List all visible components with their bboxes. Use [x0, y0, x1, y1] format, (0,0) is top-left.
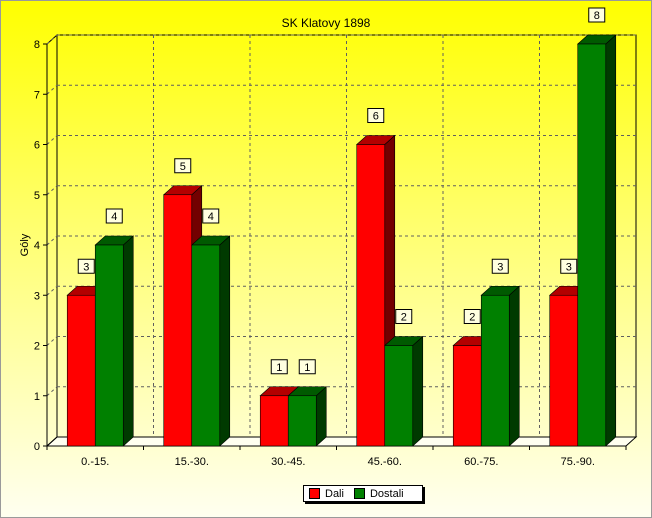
legend-swatch-dali [309, 488, 320, 499]
y-tick-label: 3 [34, 290, 40, 302]
gridline-side [46, 84, 58, 95]
bar-dali-60-75-label-box [463, 309, 481, 324]
legend-item-dali: Dali [309, 488, 344, 500]
legend: Dali Dostali [303, 485, 423, 502]
bar-dali-45-60-data-label: 6 [373, 111, 379, 123]
bar-dali-0-15-label-box [77, 258, 95, 274]
gridline-side [46, 185, 58, 196]
y-tick-label: 7 [34, 89, 40, 101]
gridline-side [46, 386, 58, 397]
bar-dostali-15-30-label-box [202, 208, 220, 224]
bar-dostali-60-75-label-box [491, 258, 509, 274]
legend-swatch-dostali [353, 488, 365, 499]
bar-dostali-45-60-side [412, 335, 424, 447]
bar-dali-60-75-data-label: 2 [469, 312, 475, 324]
gridline-side [46, 285, 58, 296]
bar-dostali-45-60-label-box [395, 309, 413, 324]
bar-dostali-15-30-data-label: 4 [208, 211, 214, 223]
plot-area: 0 1 2 3 4 5 6 7 8 0.-15. 15.-30. 30.-45. 45.-60. 60.-… [34, 7, 638, 468]
bar-dali-15-30-label-box [174, 158, 192, 174]
y-tick-label: 5 [34, 190, 40, 202]
bar-dali-30-45-label-box [270, 359, 288, 375]
bar-dostali-60-75-side [508, 285, 520, 447]
bar-dali-75-90 [549, 294, 579, 447]
gridline-side [46, 135, 58, 145]
bar-dostali-75-90-side [605, 34, 617, 447]
bar-dostali-75-90 [577, 43, 607, 447]
bar-dali-45-60-label-box [367, 108, 385, 123]
bar-dali-0-15-data-label: 3 [83, 261, 89, 273]
bar-dostali-75-90-data-label: 8 [594, 10, 600, 22]
gridline-side [46, 34, 58, 45]
y-tick-label: 6 [34, 140, 40, 152]
y-tick-label: 4 [34, 240, 40, 252]
x-tick-label-75-90: 75.-90. [561, 456, 595, 468]
legend-item-dostali: Dostali [353, 487, 404, 500]
bar-dostali-30-45 [287, 395, 317, 447]
bar-dali-75-90-data-label: 3 [566, 261, 572, 273]
y-axis-label: Góly [19, 233, 31, 256]
bar-dali-30-45-data-label: 1 [276, 362, 282, 374]
x-tick-label-60-75: 60.-75. [464, 456, 498, 468]
bar-dostali-0-15-data-label: 4 [111, 211, 117, 223]
bar-dostali-15-30 [191, 244, 221, 447]
bar-dostali-45-60 [384, 345, 414, 447]
floor [45, 436, 638, 447]
bar-dostali-75-90-label-box [588, 7, 606, 23]
bar-dostali-30-45-label-box [298, 359, 316, 375]
y-tick-label: 2 [34, 341, 40, 353]
bar-dostali-0-15 [94, 244, 124, 447]
x-tick-label-30-45: 30.-45. [271, 456, 305, 468]
bar-dali-0-15 [66, 294, 96, 447]
bar-dostali-30-45-data-label: 1 [304, 362, 310, 374]
y-tick-label: 0 [34, 441, 40, 453]
bar-dali-15-30-data-label: 5 [180, 161, 186, 173]
bar-dali-45-60 [356, 144, 386, 447]
gridline-side [46, 235, 58, 246]
x-tick-label-0-15: 0.-15. [81, 456, 109, 468]
bar-dali-30-45 [259, 395, 289, 447]
gridline-side [46, 336, 58, 346]
bar-dali-15-30 [163, 194, 193, 447]
chart-title: SK Klatovy 1898 [282, 16, 371, 30]
bar-dostali-45-60-data-label: 2 [401, 312, 407, 324]
bar-dali-75-90-label-box [560, 258, 578, 274]
bar-dostali-30-45-side [315, 386, 327, 447]
bar-dostali-0-15-side [122, 235, 134, 447]
bar-dostali-60-75-data-label: 3 [497, 261, 503, 273]
x-tick-label-15-30: 15.-30. [175, 456, 209, 468]
bar-dostali-60-75 [480, 294, 510, 447]
bar-dostali-0-15-label-box [105, 208, 123, 224]
y-tick-label: 8 [34, 39, 40, 51]
x-tick-label-45-60: 45.-60. [368, 456, 402, 468]
legend-label-dostali: Dostali [369, 487, 404, 500]
legend-label-dali: Dali [325, 487, 344, 500]
y-tick-label: 1 [34, 391, 40, 403]
bar-dostali-15-30-side [219, 235, 231, 447]
bar-dali-60-75 [452, 345, 482, 447]
